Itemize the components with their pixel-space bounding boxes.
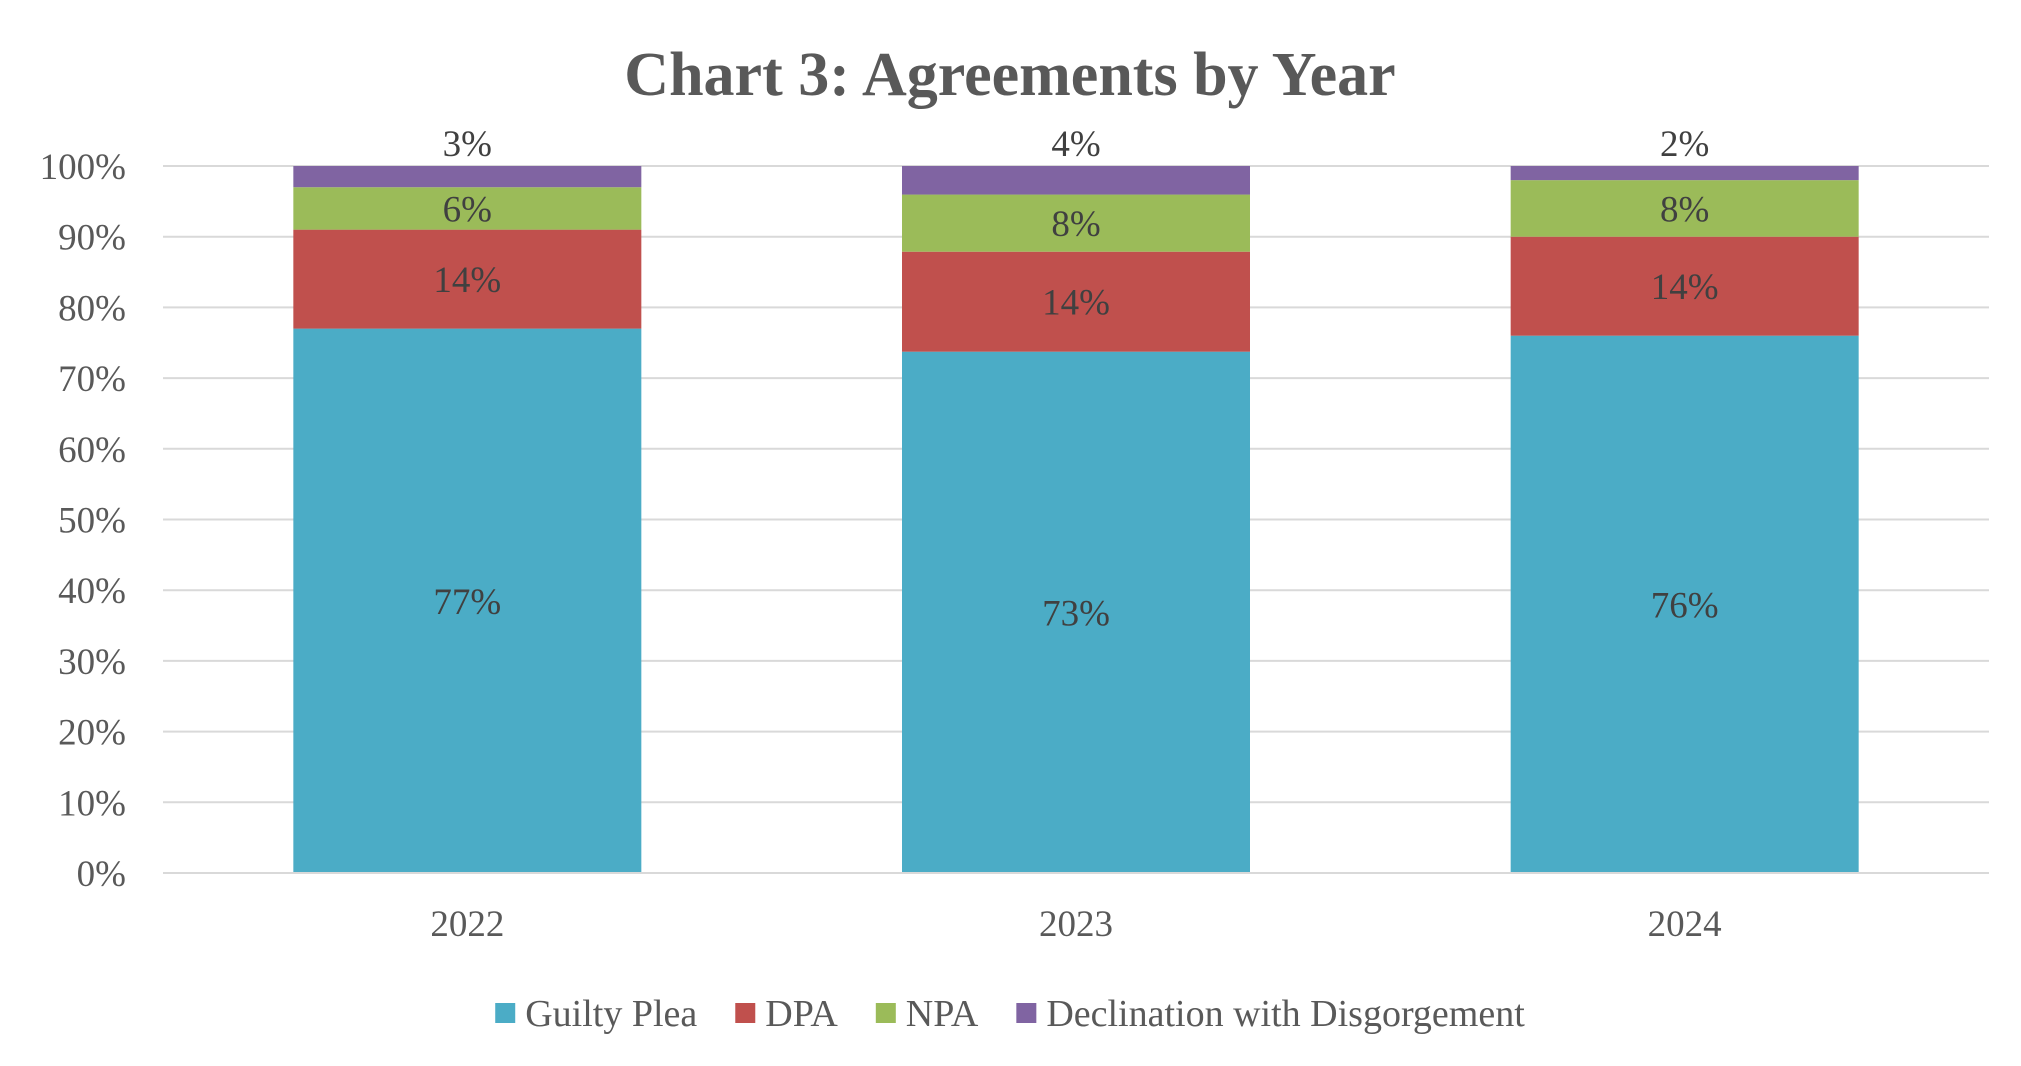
data-label-declination-with-disgorgement-2022: 3% (443, 124, 492, 165)
bar-npa-2022 (293, 187, 642, 230)
chart-title: Chart 3: Agreements by Year (624, 41, 1395, 109)
y-tick-label: 80% (58, 288, 126, 329)
bar-declination-with-disgorgement-2022 (293, 166, 642, 188)
legend-swatch-guilty-plea (495, 1003, 516, 1023)
y-axis: 0% 10% 20% 30% 40% 50% 60% 70% 80% 90% 100% (40, 147, 126, 895)
data-label-guilty-plea-2023: 73% (1042, 593, 1110, 634)
y-tick-label: 100% (40, 147, 126, 188)
y-tick-label: 70% (58, 359, 126, 400)
x-axis: 2022 2023 2024 (163, 872, 1989, 945)
data-label-declination-with-disgorgement-2023: 4% (1051, 124, 1100, 165)
bar-npa-2024 (1510, 180, 1859, 237)
y-tick-label: 60% (58, 430, 126, 471)
bar-declination-with-disgorgement-2023 (902, 166, 1250, 195)
y-tick-label: 90% (58, 218, 126, 259)
bar-guilty-plea-2023 (902, 351, 1250, 873)
bar-declination-with-disgorgement-2024 (1510, 166, 1859, 181)
y-tick-label: 0% (77, 854, 126, 895)
legend-label-npa: NPA (906, 993, 979, 1035)
legend-swatch-dpa (735, 1003, 756, 1023)
y-tick-label: 40% (58, 571, 126, 612)
data-label-guilty-plea-2024: 76% (1651, 585, 1719, 626)
bar-dpa-2023 (902, 251, 1250, 352)
legend: Guilty Plea DPA NPA Declination with Disgor… (495, 993, 1525, 1035)
data-label-npa-2023: 8% (1051, 204, 1100, 245)
data-label-dpa-2022: 14% (433, 260, 501, 301)
x-tick-label-2024: 2024 (1648, 904, 1722, 945)
bar-guilty-plea-2024 (1510, 335, 1859, 873)
data-label-npa-2022: 6% (443, 189, 492, 230)
legend-swatch-npa (875, 1003, 896, 1023)
legend-label-dpa: DPA (765, 993, 838, 1035)
data-label-guilty-plea-2022: 77% (433, 582, 501, 623)
y-tick-label: 20% (58, 713, 126, 754)
x-tick-label-2023: 2023 (1039, 904, 1113, 945)
bars (293, 166, 1859, 873)
y-tick-label: 30% (58, 642, 126, 683)
y-tick-label: 10% (58, 783, 126, 824)
bar-dpa-2024 (1510, 236, 1859, 336)
legend-swatch-declination-with-disgorgement (1016, 1003, 1037, 1023)
data-label-npa-2024: 8% (1660, 189, 1709, 230)
data-label-dpa-2023: 14% (1042, 283, 1110, 324)
data-label-dpa-2024: 14% (1651, 267, 1719, 308)
bar-npa-2023 (902, 194, 1250, 252)
data-labels: 77% 14% 6% 3% 73% 14% 8% 4% 76% 14% 8% 2% (433, 124, 1718, 634)
bar-dpa-2022 (293, 229, 642, 329)
legend-label-guilty-plea: Guilty Plea (525, 993, 697, 1035)
x-tick-label-2022: 2022 (430, 904, 504, 945)
bar-guilty-plea-2022 (293, 328, 642, 873)
y-tick-label: 50% (58, 501, 126, 542)
data-label-declination-with-disgorgement-2024: 2% (1660, 124, 1709, 165)
legend-label-declination-with-disgorgement: Declination with Disgorgement (1046, 993, 1525, 1035)
